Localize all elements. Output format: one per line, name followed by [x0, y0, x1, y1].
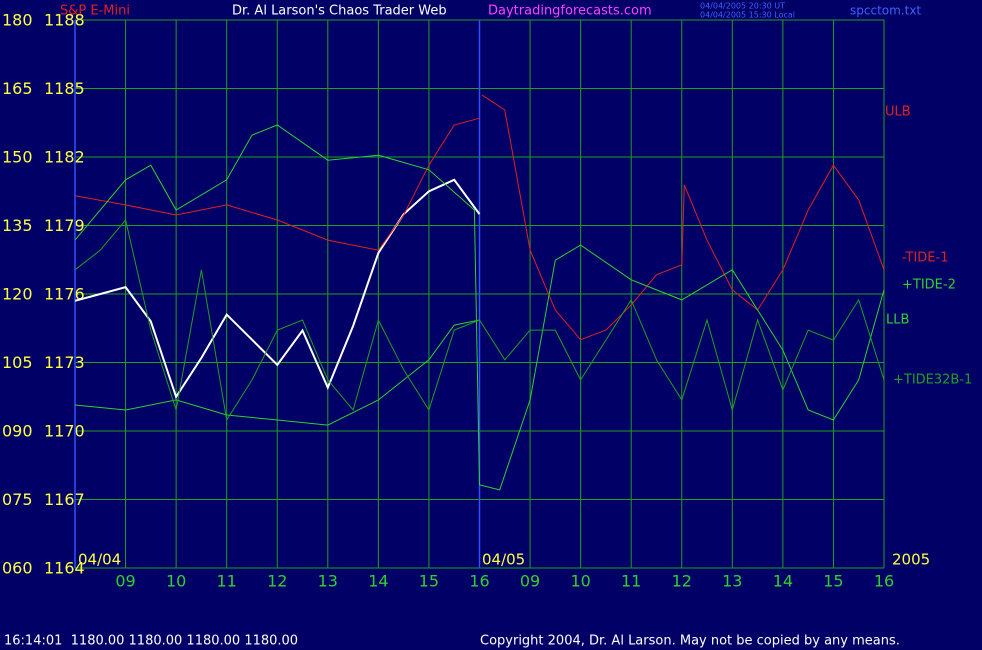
legend-label: +TIDE32B-1 [893, 373, 972, 388]
y2-tick-label: 150 [2, 148, 33, 167]
x-tick-label: 11 [621, 572, 641, 591]
file-name: spcctom.txt [850, 4, 921, 18]
y2-tick-label: 135 [2, 216, 33, 235]
copyright: Copyright 2004, Dr. Al Larson. May not b… [480, 634, 900, 649]
y-tick-label: 1173 [44, 353, 85, 372]
y-tick-label: 1182 [44, 148, 85, 167]
x-tick-label: 11 [217, 572, 237, 591]
y2-tick-label: 120 [2, 285, 33, 304]
series-line [74, 319, 480, 426]
x-tick-label: 16 [874, 572, 894, 591]
legend-label: +TIDE-2 [902, 278, 956, 293]
x-tick-label: 10 [570, 572, 590, 591]
x-tick-label: 16 [469, 572, 489, 591]
chart-title: Dr. Al Larson's Chaos Trader Web [232, 4, 447, 19]
instrument: S&P E-Mini [60, 4, 130, 19]
x-tick-label: 14 [773, 572, 793, 591]
y-tick-label: 1179 [44, 216, 85, 235]
timestamp-local: 04/04/2005 15:30 Local [700, 11, 795, 20]
date-label: 04/05 [482, 551, 525, 569]
x-tick-label: 09 [115, 572, 135, 591]
y2-tick-label: 090 [2, 422, 33, 441]
y-tick-label: 1170 [44, 422, 85, 441]
x-tick-label: 15 [823, 572, 843, 591]
x-tick-label: 15 [419, 572, 439, 591]
series-line [74, 124, 885, 491]
status: 16:14:01 1180.00 1180.00 1180.00 1180.00 [4, 634, 298, 649]
legend-label: ULB [885, 105, 911, 120]
y2-tick-label: 180 [2, 11, 33, 30]
timestamp-ut: 04/04/2005 20:30 UT [700, 2, 785, 11]
legend-label: LLB [886, 313, 909, 328]
website: Daytradingforecasts.com [488, 4, 652, 19]
series-line [74, 178, 481, 400]
legend-label: -TIDE-1 [902, 251, 948, 266]
y-tick-label: 1185 [44, 79, 85, 98]
date-label: 04/04 [78, 551, 121, 569]
series-line [481, 94, 885, 341]
y2-tick-label: 075 [2, 490, 33, 509]
series-line [74, 117, 480, 251]
y2-tick-label: 060 [2, 559, 33, 578]
x-tick-label: 10 [166, 572, 186, 591]
y-tick-label: 1167 [44, 490, 85, 509]
x-tick-label: 12 [267, 572, 287, 591]
x-tick-label: 12 [672, 572, 692, 591]
x-tick-label: 09 [520, 572, 540, 591]
x-tick-label: 13 [318, 572, 338, 591]
x-tick-label: 13 [722, 572, 742, 591]
x-tick-label: 14 [368, 572, 388, 591]
date-label: 2005 [892, 551, 930, 569]
y2-tick-label: 105 [2, 353, 33, 372]
y2-tick-label: 165 [2, 79, 33, 98]
series-line [74, 218, 885, 422]
